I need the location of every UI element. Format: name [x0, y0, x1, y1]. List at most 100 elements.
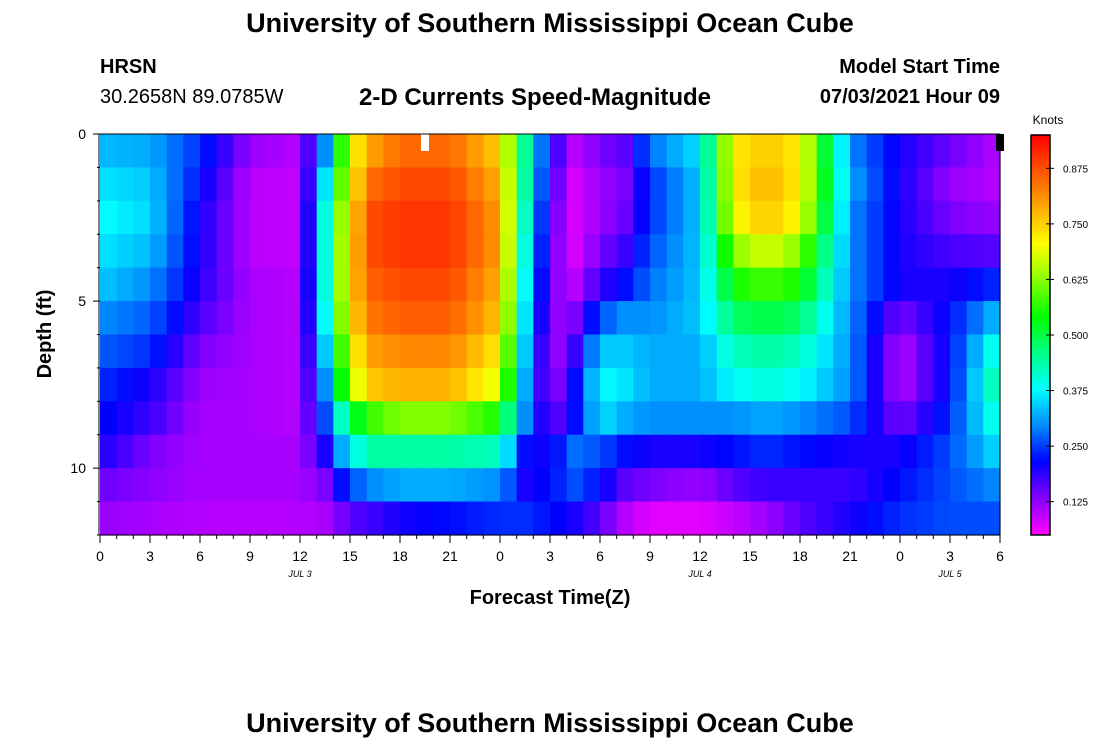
heatmap-cell	[916, 234, 934, 269]
heatmap-cell	[416, 434, 434, 469]
heatmap-cell	[266, 367, 284, 402]
heatmap-cell	[783, 367, 801, 402]
heatmap-cell	[716, 401, 734, 436]
heatmap-cell	[233, 200, 251, 235]
day-label: JUL 4	[687, 569, 711, 579]
heatmap-cell	[316, 334, 334, 369]
heatmap-cell	[466, 200, 484, 235]
heatmap-cell	[433, 334, 451, 369]
heatmap-cell	[250, 134, 268, 169]
heatmap-cell	[633, 167, 651, 202]
heatmap-cell	[166, 167, 184, 202]
heatmap-cell	[500, 267, 518, 302]
heatmap-cell	[683, 234, 701, 269]
heatmap-cell	[583, 267, 601, 302]
heatmap-cell	[150, 301, 168, 336]
y-tick-label: 0	[78, 126, 86, 142]
x-tick-label: 6	[596, 548, 604, 564]
heatmap-cell	[133, 468, 151, 503]
heatmap-cell	[416, 200, 434, 235]
heatmap-cell	[533, 267, 551, 302]
heatmap-cell	[400, 301, 418, 336]
heatmap-cell	[700, 367, 718, 402]
heatmap-cell	[750, 501, 768, 536]
heatmap-cell	[283, 367, 301, 402]
heatmap-cell	[816, 167, 834, 202]
heatmap-cell	[966, 267, 984, 302]
heatmap-cell	[183, 434, 201, 469]
heatmap-cell	[766, 367, 784, 402]
heatmap-cell	[483, 468, 501, 503]
heatmap-cell	[533, 167, 551, 202]
heatmap-cell	[566, 234, 584, 269]
heatmap-cell	[216, 267, 234, 302]
heatmap-cell	[283, 134, 301, 169]
heatmap-cell	[183, 468, 201, 503]
heatmap-cell	[800, 234, 818, 269]
heatmap-cell	[866, 134, 884, 169]
heatmap-cell	[200, 134, 218, 169]
heatmap-cell	[466, 501, 484, 536]
heatmap-cell	[933, 200, 951, 235]
heatmap-cell	[250, 301, 268, 336]
heatmap-cell	[566, 468, 584, 503]
heatmap-cell	[216, 401, 234, 436]
heatmap-cell	[366, 501, 384, 536]
heatmap-cell	[816, 434, 834, 469]
heatmap-cell	[683, 501, 701, 536]
heatmap-cell	[166, 200, 184, 235]
heatmap-cell	[283, 301, 301, 336]
heatmap-cell	[550, 200, 568, 235]
heatmap-cell	[533, 468, 551, 503]
heatmap-cell	[616, 234, 634, 269]
heatmap-cell	[533, 501, 551, 536]
heatmap-cell	[933, 434, 951, 469]
heatmap-cell	[600, 267, 618, 302]
heatmap-cell	[816, 234, 834, 269]
heatmap-cell	[600, 434, 618, 469]
heatmap-cell	[850, 468, 868, 503]
heatmap-cell	[733, 267, 751, 302]
heatmap-cell	[150, 401, 168, 436]
heatmap-cell	[916, 200, 934, 235]
heatmap-cell	[433, 200, 451, 235]
heatmap-cell	[400, 334, 418, 369]
x-tick-label: 15	[742, 548, 758, 564]
heatmap-cell	[800, 134, 818, 169]
heatmap-cell	[950, 334, 968, 369]
heatmap-cell	[716, 134, 734, 169]
colorbar-ticks: 0.875 0.750 0.625 0.500 0.375 0.250 0.125	[1046, 164, 1088, 509]
x-tick-label: 9	[646, 548, 654, 564]
heatmap-cell	[650, 301, 668, 336]
heatmap-cell	[500, 434, 518, 469]
heatmap-cell	[416, 401, 434, 436]
heatmap-cell	[833, 401, 851, 436]
heatmap-cell	[700, 434, 718, 469]
heatmap-cell	[116, 468, 134, 503]
heatmap-cell	[433, 301, 451, 336]
heatmap-cell	[300, 167, 318, 202]
heatmap-cell	[966, 334, 984, 369]
heatmap-cell	[783, 200, 801, 235]
heatmap-cell	[700, 234, 718, 269]
heatmap-cell	[666, 167, 684, 202]
heatmap-cell	[800, 334, 818, 369]
heatmap-cell	[350, 267, 368, 302]
heatmap-cell	[366, 401, 384, 436]
heatmap-cell	[200, 234, 218, 269]
heatmap-cell	[800, 434, 818, 469]
heatmap-cell	[100, 401, 118, 436]
heatmap-cell	[400, 501, 418, 536]
heatmap-cell	[733, 301, 751, 336]
heatmap-cell	[616, 134, 634, 169]
y-axis: 0 5 10	[70, 126, 100, 536]
heatmap-cell	[450, 301, 468, 336]
heatmap-cell	[583, 401, 601, 436]
heatmap-cell	[933, 401, 951, 436]
heatmap-cell	[166, 134, 184, 169]
heatmap-cell	[683, 367, 701, 402]
heatmap-cell	[616, 167, 634, 202]
heatmap-cell	[833, 301, 851, 336]
heatmap-cell	[450, 367, 468, 402]
heatmap-cell	[150, 267, 168, 302]
